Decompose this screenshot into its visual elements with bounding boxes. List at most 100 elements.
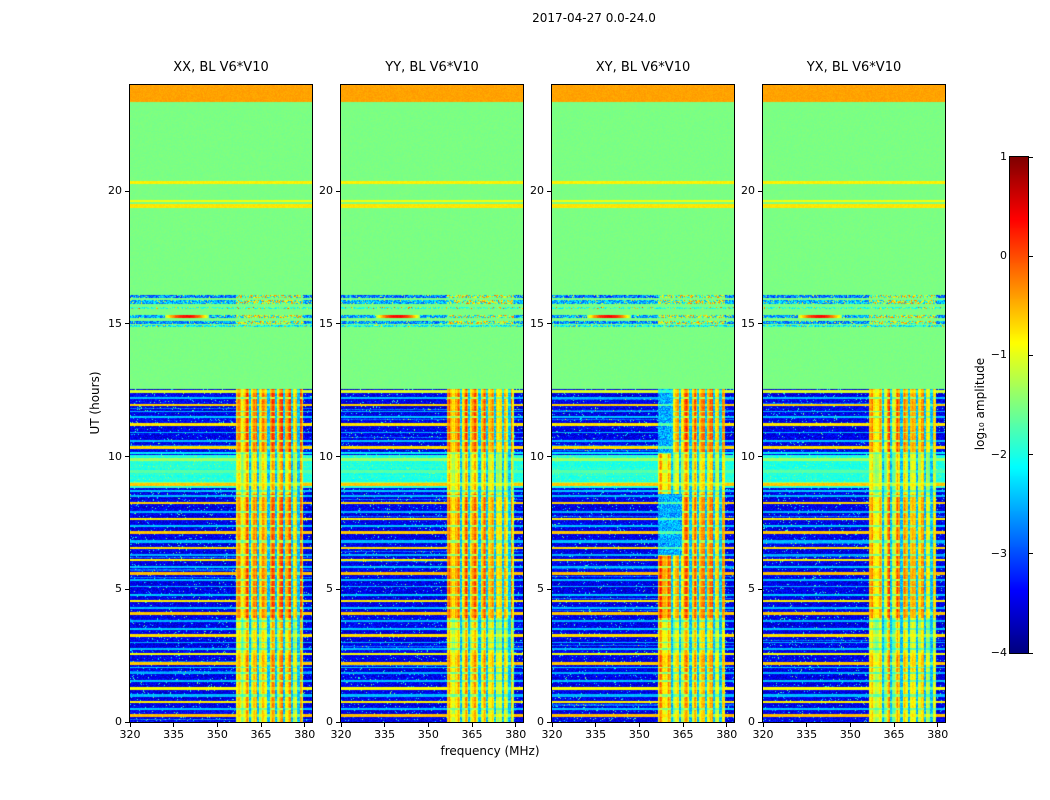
x-tickmark	[260, 723, 262, 727]
colorbar-gradient	[1010, 157, 1028, 653]
y-tickmark	[336, 588, 340, 590]
heatmap-panel	[340, 84, 524, 723]
x-tickmark	[173, 723, 175, 727]
y-tick-label: 0	[326, 715, 333, 728]
y-tickmark	[758, 456, 762, 458]
colorbar	[1009, 156, 1029, 654]
y-tick-label: 10	[741, 449, 755, 463]
x-tick-label: 320	[752, 728, 774, 741]
y-tick-label: 0	[748, 715, 755, 728]
x-axis-label: frequency (MHz)	[440, 744, 540, 758]
colorbar-tickmark	[1029, 652, 1033, 654]
figure-title: 2017-04-27 0.0-24.0	[532, 11, 656, 25]
y-tickmark	[547, 190, 551, 192]
x-tickmark	[304, 723, 306, 727]
x-tickmark	[216, 723, 218, 727]
y-tick-label: 5	[748, 582, 755, 596]
heatmap-panel	[129, 84, 313, 723]
x-tick-label: 335	[796, 728, 818, 741]
x-tickmark	[638, 723, 640, 727]
panel-title: YY, BL V6*V10	[385, 60, 479, 75]
y-tickmark	[547, 323, 551, 325]
x-tickmark	[595, 723, 597, 727]
x-tick-label: 350	[628, 728, 650, 741]
x-tickmark	[551, 723, 553, 727]
heatmap-canvas-2	[552, 85, 734, 722]
y-tick-label: 10	[530, 449, 544, 463]
x-tick-label: 380	[927, 728, 949, 741]
colorbar-tickmark	[1029, 454, 1033, 456]
y-tickmark	[125, 323, 129, 325]
colorbar-tick-label: −4	[990, 646, 1007, 659]
x-tick-label: 350	[206, 728, 228, 741]
colorbar-tickmark	[1029, 255, 1033, 257]
x-tickmark	[762, 723, 764, 727]
x-tickmark	[129, 723, 131, 727]
y-tickmark	[336, 456, 340, 458]
x-tick-label: 380	[716, 728, 738, 741]
x-tick-label: 350	[839, 728, 861, 741]
y-tickmark	[547, 721, 551, 723]
x-tick-label: 350	[417, 728, 439, 741]
colorbar-label: log₁₀ amplitude	[973, 357, 987, 451]
x-tickmark	[515, 723, 517, 727]
colorbar-tick-label: 1	[1000, 150, 1007, 163]
x-tickmark	[849, 723, 851, 727]
colorbar-tickmark	[1029, 156, 1033, 158]
y-tickmark	[336, 190, 340, 192]
y-tick-label: 20	[741, 184, 755, 198]
y-tickmark	[758, 190, 762, 192]
heatmap-panel	[762, 84, 946, 723]
y-tick-label: 10	[108, 449, 122, 463]
y-tickmark	[758, 588, 762, 590]
x-tickmark	[937, 723, 939, 727]
x-tick-label: 365	[461, 728, 483, 741]
heatmap-canvas-3	[763, 85, 945, 722]
y-tick-label: 20	[319, 184, 333, 198]
colorbar-tick-label: −1	[990, 348, 1007, 362]
y-tickmark	[125, 456, 129, 458]
colorbar-tickmark	[1029, 553, 1033, 555]
colorbar-tick-label: −3	[990, 546, 1007, 560]
y-tickmark	[125, 190, 129, 192]
x-tick-label: 320	[119, 728, 141, 741]
colorbar-tick-label: −2	[990, 447, 1007, 461]
x-tickmark	[340, 723, 342, 727]
y-tickmark	[547, 456, 551, 458]
x-tickmark	[726, 723, 728, 727]
panel-title: YX, BL V6*V10	[806, 60, 902, 75]
panel-title: XY, BL V6*V10	[595, 60, 691, 75]
x-tick-label: 365	[250, 728, 272, 741]
x-tick-label: 380	[505, 728, 527, 741]
x-tick-label: 365	[883, 728, 905, 741]
y-tick-label: 5	[115, 582, 122, 596]
y-tickmark	[758, 323, 762, 325]
x-tick-label: 365	[672, 728, 694, 741]
y-tickmark	[336, 323, 340, 325]
y-tick-label: 15	[741, 316, 755, 330]
y-tick-label: 15	[319, 316, 333, 330]
y-tick-label: 0	[115, 715, 122, 728]
colorbar-tickmark	[1029, 354, 1033, 356]
x-tick-label: 380	[294, 728, 316, 741]
y-tick-label: 5	[537, 582, 544, 596]
x-tick-label: 320	[541, 728, 563, 741]
x-tick-label: 320	[330, 728, 352, 741]
panel-title: XX, BL V6*V10	[173, 60, 269, 75]
y-tick-label: 20	[530, 184, 544, 198]
y-tickmark	[758, 721, 762, 723]
x-tick-label: 335	[585, 728, 607, 741]
heatmap-panel	[551, 84, 735, 723]
x-tick-label: 335	[374, 728, 396, 741]
y-tick-label: 0	[537, 715, 544, 728]
x-tickmark	[806, 723, 808, 727]
y-tick-label: 20	[108, 184, 122, 198]
y-tick-label: 15	[530, 316, 544, 330]
y-tickmark	[336, 721, 340, 723]
x-tickmark	[384, 723, 386, 727]
y-tickmark	[547, 588, 551, 590]
heatmap-canvas-0	[130, 85, 312, 722]
y-tick-label: 5	[326, 582, 333, 596]
y-tickmark	[125, 588, 129, 590]
